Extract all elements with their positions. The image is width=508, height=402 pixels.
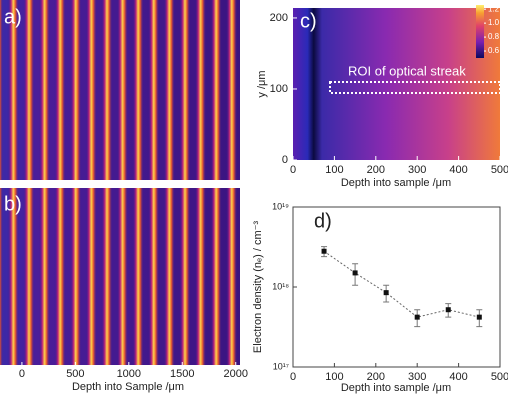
- colorbar-label: 0.8: [488, 32, 500, 41]
- x-axis-label: Depth into sample /μm: [341, 177, 451, 189]
- y-tick-label: 0: [282, 154, 288, 166]
- panel-b: [0, 188, 240, 365]
- y-tick-label: 10¹⁹: [272, 201, 289, 211]
- point: [414, 314, 420, 320]
- x-tick-label: 0: [290, 164, 296, 176]
- panel-a: [0, 0, 240, 180]
- x-tick-label: 500: [491, 371, 508, 383]
- x-tick-label: 500: [66, 368, 84, 380]
- colorbar-label: 0.6: [488, 46, 500, 55]
- x-tick-label: 400: [449, 371, 467, 383]
- panel-label: c): [300, 10, 317, 32]
- x-tick-label: 2000: [223, 368, 247, 380]
- colorbar-label: 1.2: [488, 4, 500, 13]
- point: [383, 290, 389, 296]
- heatmap: [293, 8, 500, 160]
- x-tick-label: 300: [408, 164, 426, 176]
- x-tick-label: 0: [19, 368, 25, 380]
- panel-label: b): [4, 193, 22, 215]
- y-axis-label: Electron density (nₑ) / cm⁻³: [252, 221, 264, 353]
- x-tick-label: 200: [367, 371, 385, 383]
- point: [352, 270, 358, 276]
- colorbar: [476, 5, 484, 58]
- trend-line: [323, 250, 480, 318]
- y-tick-label: 200: [270, 12, 288, 24]
- colorbar-label: 1.0: [488, 18, 500, 27]
- x-tick-label: 0: [290, 371, 296, 383]
- panel-label: a): [4, 6, 22, 28]
- y-tick-label: 10¹⁷: [273, 361, 289, 371]
- y-tick-label: 10¹⁸: [272, 281, 289, 291]
- x-axis-label: Depth into Sample /μm: [72, 381, 184, 393]
- point: [445, 307, 451, 313]
- x-axis-label: Depth into sample /μm: [341, 382, 451, 394]
- annotation: ROI of optical streak: [348, 63, 466, 78]
- x-tick-label: 300: [408, 371, 426, 383]
- roi-box: [329, 81, 501, 94]
- y-tick-label: 100: [270, 83, 288, 95]
- x-tick-label: 1000: [117, 368, 141, 380]
- x-tick-label: 1500: [170, 368, 194, 380]
- point: [476, 314, 482, 320]
- x-tick-label: 500: [491, 164, 508, 176]
- y-axis-label: y /μm: [256, 70, 268, 97]
- panel-label: d): [314, 210, 332, 232]
- x-tick-label: 200: [367, 164, 385, 176]
- x-tick-label: 100: [325, 164, 343, 176]
- x-tick-label: 400: [449, 164, 467, 176]
- point: [321, 248, 327, 254]
- x-tick-label: 100: [325, 371, 343, 383]
